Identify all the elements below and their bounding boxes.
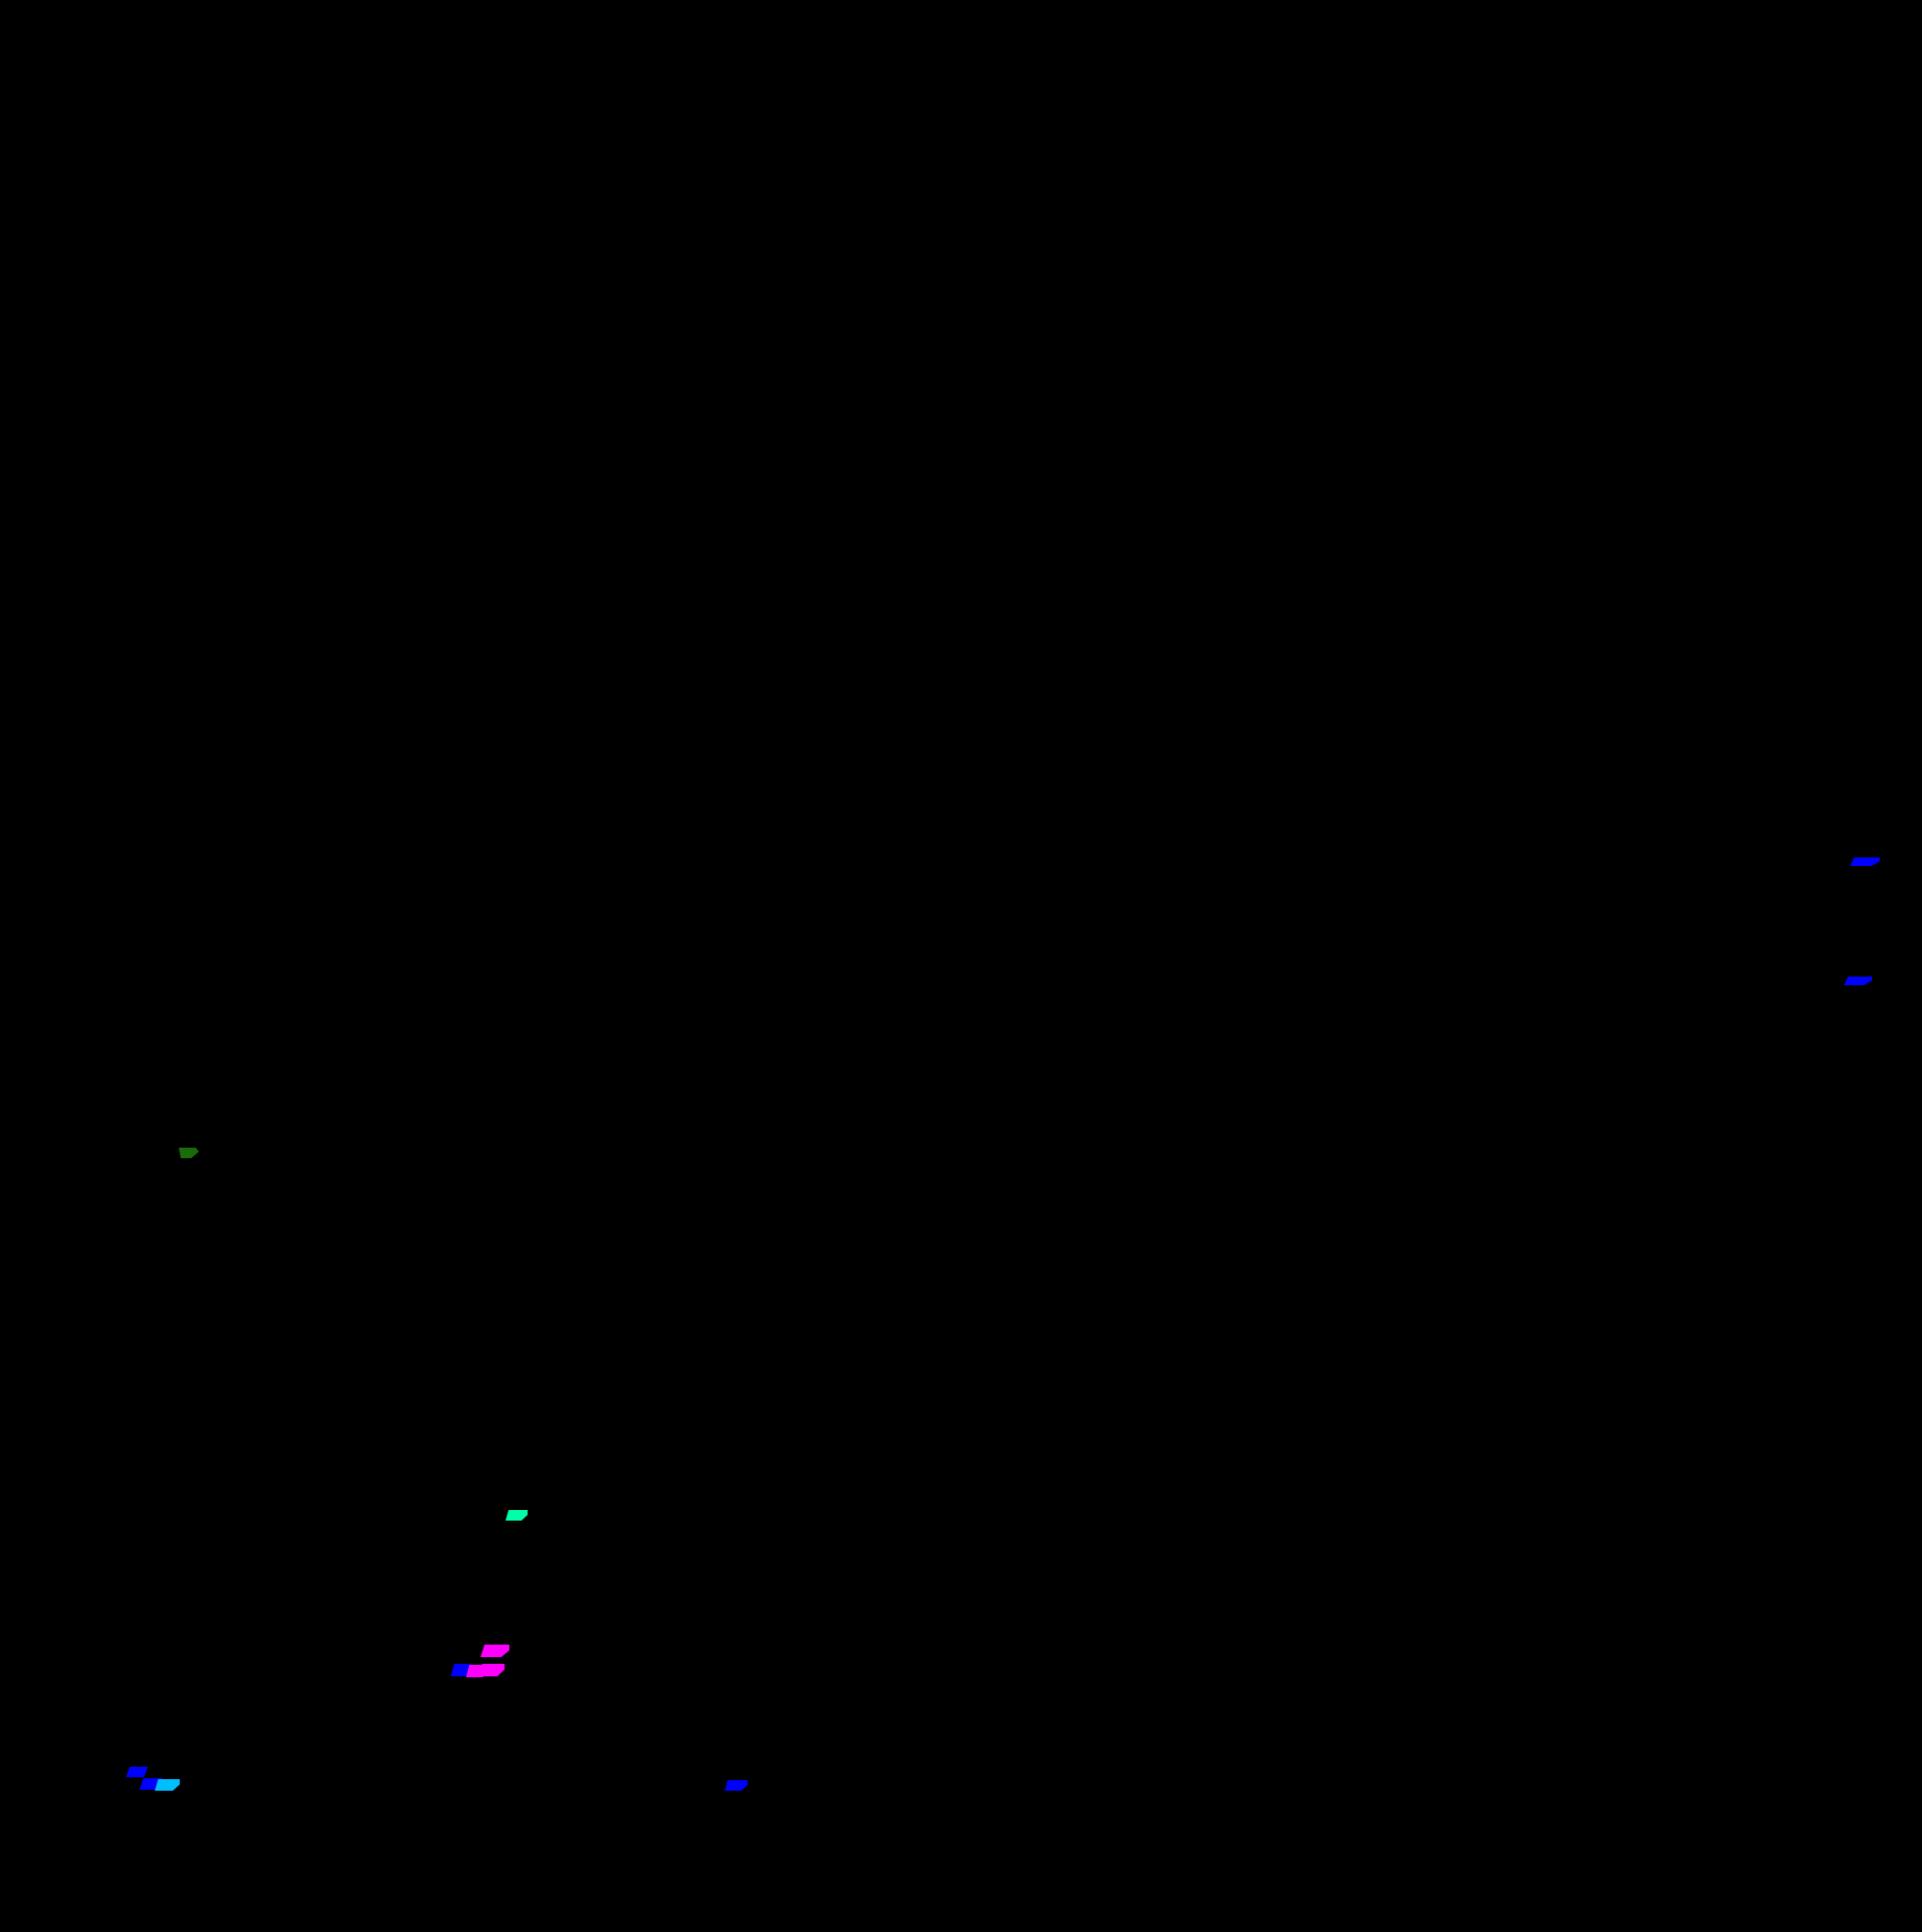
blue-mark-right-upper	[1850, 857, 1880, 866]
magenta-mark-cluster-middle	[466, 1665, 489, 1677]
blue-mark-bottom-center	[725, 1780, 748, 1791]
blue-mark-bottom-left-upper	[126, 1767, 148, 1777]
canvas-description: Near-black canvas with eleven small slan…	[0, 0, 1, 1]
blue-mark-cluster-left	[451, 1664, 471, 1676]
blue-mark-right-lower	[1844, 977, 1872, 985]
spring-green-mark-center	[505, 1510, 528, 1521]
dark-green-mark-left	[179, 1148, 199, 1158]
magenta-mark-upper	[480, 1645, 509, 1657]
cyan-mark-bottom-left	[155, 1779, 180, 1791]
